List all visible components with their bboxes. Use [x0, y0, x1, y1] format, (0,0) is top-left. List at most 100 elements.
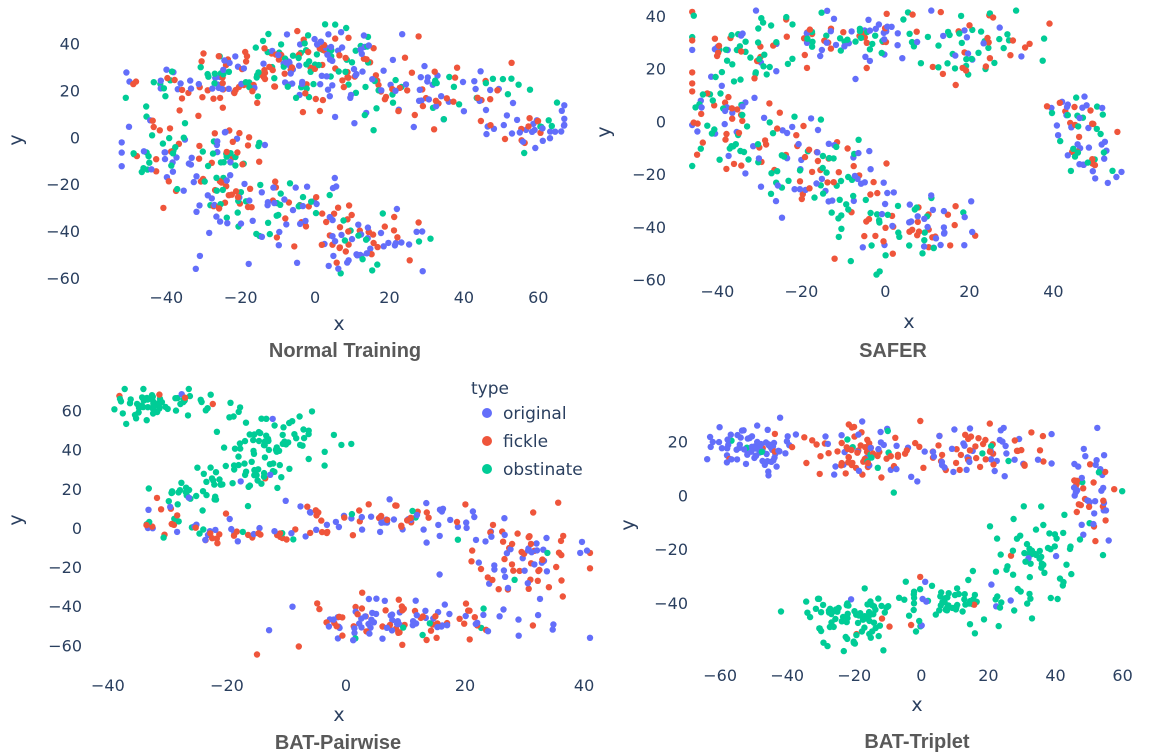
point-obstinate: [838, 212, 845, 219]
point-obstinate: [756, 56, 763, 63]
point-original: [704, 456, 711, 463]
point-fickle: [273, 234, 281, 241]
point-fickle: [219, 80, 226, 87]
point-original: [282, 59, 290, 66]
point-obstinate: [264, 219, 272, 226]
point-fickle: [913, 28, 920, 35]
y-tick-label: 40: [62, 441, 82, 460]
point-fickle: [698, 110, 705, 118]
point-original: [940, 207, 948, 215]
point-obstinate: [737, 147, 744, 155]
point-obstinate: [266, 461, 274, 468]
point-obstinate: [1004, 31, 1011, 38]
point-original: [725, 152, 732, 160]
point-original: [389, 56, 397, 64]
point-obstinate: [369, 267, 376, 274]
point-obstinate: [912, 628, 920, 635]
point-obstinate: [359, 256, 366, 263]
point-fickle: [907, 621, 915, 629]
point-original: [313, 200, 320, 208]
point-fickle: [399, 641, 406, 648]
point-obstinate: [817, 609, 825, 616]
x-tick-labels: −40 −20 0 20 40 60: [149, 288, 548, 307]
point-obstinate: [945, 590, 952, 597]
point-original: [754, 422, 761, 429]
point-obstinate: [956, 30, 963, 37]
point-obstinate: [968, 55, 975, 63]
point-original: [558, 107, 565, 115]
point-fickle: [228, 191, 235, 198]
point-obstinate: [803, 598, 810, 605]
point-obstinate: [248, 458, 255, 465]
point-original: [332, 518, 340, 526]
point-obstinate: [971, 630, 979, 637]
point-fickle: [314, 600, 321, 607]
point-obstinate: [352, 89, 360, 97]
point-fickle: [816, 470, 823, 478]
point-obstinate: [244, 502, 252, 510]
point-original: [963, 466, 970, 473]
point-obstinate: [286, 180, 294, 187]
point-fickle: [294, 27, 301, 35]
point-obstinate: [1093, 103, 1101, 110]
point-original: [814, 126, 822, 134]
y-tick-label: −40: [48, 597, 82, 616]
point-fickle: [392, 502, 399, 509]
point-obstinate: [777, 608, 785, 615]
point-obstinate: [760, 63, 767, 70]
legend-item-fickle[interactable]: fickle: [482, 432, 548, 452]
point-obstinate: [836, 196, 843, 203]
point-obstinate: [704, 122, 711, 129]
point-original: [751, 94, 758, 102]
point-fickle: [253, 651, 261, 658]
point-fickle: [844, 445, 851, 453]
legend-item-original[interactable]: original: [482, 404, 567, 424]
point-original: [906, 201, 913, 208]
point-original: [543, 534, 550, 542]
point-fickle: [689, 69, 696, 76]
point-obstinate: [977, 28, 985, 35]
point-obstinate: [861, 613, 868, 620]
point-original: [330, 252, 337, 260]
point-fickle: [149, 117, 156, 124]
point-obstinate: [1064, 111, 1072, 119]
point-obstinate: [1020, 503, 1027, 510]
point-fickle: [398, 603, 406, 610]
point-fickle: [342, 248, 349, 255]
point-original: [752, 7, 760, 14]
point-obstinate: [237, 189, 245, 196]
legend-marker-original: [482, 408, 492, 418]
point-fickle: [171, 76, 178, 84]
point-fickle: [462, 501, 469, 508]
point-obstinate: [253, 230, 260, 238]
point-original: [438, 93, 445, 100]
point-obstinate: [994, 593, 1001, 600]
point-original: [313, 41, 321, 48]
legend-item-obstinate[interactable]: obstinate: [482, 460, 583, 480]
point-obstinate: [1010, 515, 1017, 523]
point-original: [504, 584, 512, 592]
point-obstinate: [370, 127, 377, 134]
point-obstinate: [454, 536, 462, 543]
point-obstinate: [172, 407, 180, 414]
point-obstinate: [252, 44, 259, 51]
point-original: [331, 113, 339, 121]
y-tick-label: 0: [678, 486, 688, 505]
point-fickle: [845, 421, 852, 428]
point-fickle: [953, 446, 960, 453]
point-obstinate: [292, 94, 300, 102]
point-obstinate: [817, 116, 825, 123]
point-obstinate: [739, 111, 746, 119]
point-obstinate: [199, 507, 206, 514]
point-obstinate: [223, 214, 230, 221]
y-tick-label: 20: [60, 81, 80, 100]
point-original: [536, 595, 544, 603]
point-obstinate: [326, 191, 333, 199]
y-tick-label: −60: [48, 636, 82, 655]
point-obstinate: [895, 594, 903, 601]
point-fickle: [178, 86, 186, 94]
legend: type original fickle obstinate: [471, 379, 583, 480]
point-obstinate: [196, 530, 203, 537]
point-original: [358, 526, 366, 533]
point-original: [1081, 93, 1088, 100]
